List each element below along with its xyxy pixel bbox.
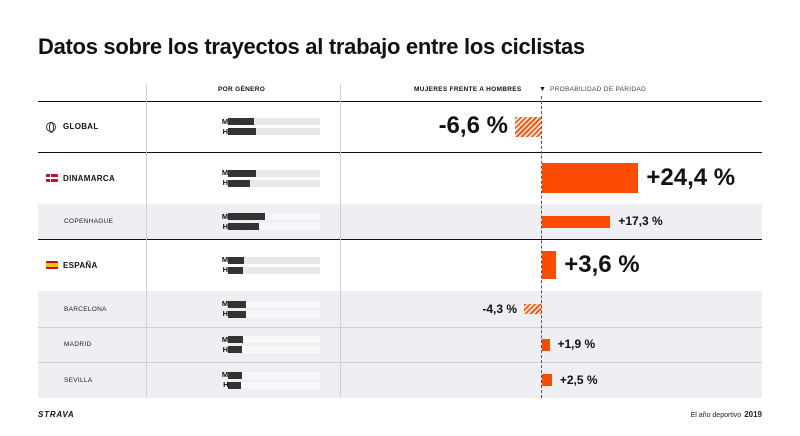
row-divider (38, 327, 762, 328)
women-share-bar-track (228, 213, 320, 220)
women-share-bar (228, 256, 244, 264)
difference-bar (542, 215, 611, 228)
difference-bar (542, 163, 639, 193)
row-divider (38, 101, 762, 102)
footer-caption: El año deportivo 2019 (691, 410, 762, 419)
parity-triangle-icon: ▼ (539, 86, 546, 93)
men-share-bar (228, 266, 244, 274)
men-share-bar (228, 381, 242, 389)
row-label: GLOBAL (46, 101, 99, 152)
difference-bar (542, 338, 550, 351)
row-label: COPENHAGUE (64, 204, 113, 239)
row-label: MADRID (64, 327, 91, 362)
women-share-bar-track (228, 371, 320, 379)
women-share-bar (228, 169, 256, 177)
men-share-bar-track (228, 381, 320, 389)
row-label: BARCELONA (64, 291, 107, 327)
column-divider (146, 84, 147, 397)
difference-label: +24,4 % (646, 163, 736, 191)
parity-line (541, 96, 542, 398)
women-share-bar (228, 300, 246, 308)
row-label: SEVILLA (64, 362, 92, 398)
strava-logo: STRAVA (38, 410, 75, 419)
men-share-bar (228, 223, 260, 230)
row-label-text: MADRID (64, 341, 92, 348)
men-share-bar (228, 346, 243, 353)
women-share-bar (228, 118, 255, 125)
women-share-bar-track (228, 300, 320, 308)
men-share-bar-track (228, 266, 320, 274)
men-share-bar (228, 128, 257, 135)
row-label-text: SEVILLA (64, 376, 93, 384)
footer-text: El año deportivo (690, 412, 742, 419)
difference-label: -6,6 % (438, 112, 508, 140)
row-label-text: COPENHAGUE (64, 218, 114, 225)
footer-year: 2019 (744, 410, 762, 419)
row-label-text: GLOBAL (63, 122, 99, 131)
row-divider (38, 239, 762, 240)
row-label-text: BARCELONA (64, 305, 107, 313)
women-share-bar-track (228, 256, 320, 264)
men-share-bar (228, 179, 251, 187)
difference-label: +17,3 % (618, 214, 663, 229)
chart-title: Datos sobre los trayectos al trabajo ent… (38, 34, 585, 59)
difference-bar (524, 304, 541, 314)
difference-label: +1,9 % (557, 337, 596, 352)
difference-bar (514, 116, 541, 137)
column-divider (340, 84, 341, 397)
row-label-text: DINAMARCA (63, 173, 116, 183)
difference-label: -4,3 % (482, 301, 518, 316)
men-share-bar-track (228, 179, 320, 187)
women-vs-men-header: MUJERES FRENTE A HOMBRES (414, 86, 522, 93)
flag-cross-horizontal (46, 177, 58, 179)
by-gender-header: POR GÉNERO (218, 86, 266, 93)
men-share-bar-track (228, 128, 320, 135)
row-label-text: ESPAÑA (63, 260, 98, 270)
difference-label: +3,6 % (564, 250, 640, 278)
men-share-bar-track (228, 346, 320, 353)
difference-bar (542, 251, 557, 279)
women-share-bar-track (228, 169, 320, 177)
row-label: DINAMARCA (46, 152, 115, 204)
men-share-bar (228, 310, 247, 318)
women-share-bar (228, 336, 243, 343)
women-share-bar (228, 371, 242, 379)
parity-header: PROBABILIDAD DE PARIDAD (550, 86, 646, 93)
flag-yellow-band (46, 263, 58, 267)
men-share-bar-track (228, 310, 320, 318)
women-share-bar (228, 213, 265, 220)
row-divider (38, 362, 762, 363)
difference-label: +2,5 % (559, 372, 598, 387)
row-divider (38, 152, 762, 153)
difference-bar (542, 374, 552, 386)
women-share-bar-track (228, 336, 320, 343)
denmark-flag-icon (46, 174, 58, 182)
row-label: ESPAÑA (46, 239, 98, 291)
globe-icon (46, 121, 56, 134)
spain-flag-icon (46, 261, 58, 269)
women-share-bar-track (228, 118, 320, 125)
men-share-bar-track (228, 223, 320, 230)
